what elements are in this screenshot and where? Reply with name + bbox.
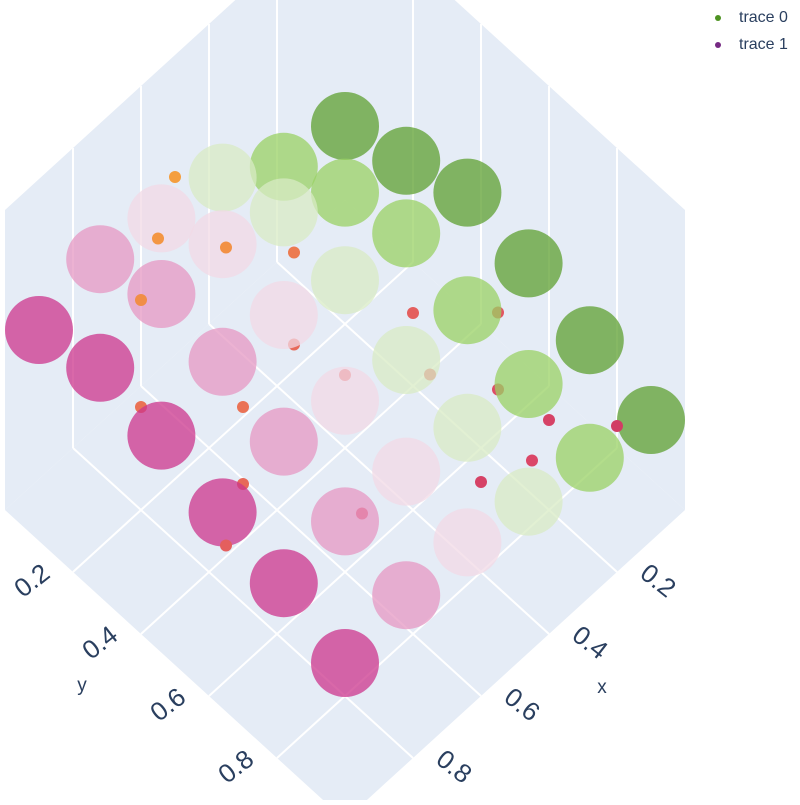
y-tick-label: 0.8	[212, 743, 259, 789]
legend-label: trace 1	[739, 36, 788, 53]
surface-point	[311, 629, 379, 697]
grid-line	[140, 385, 482, 697]
x-tick-label: 0.6	[499, 681, 546, 727]
scatter-point	[237, 401, 249, 413]
surface-point	[494, 467, 563, 536]
surface-point	[372, 437, 441, 506]
surface-point	[433, 276, 502, 345]
x-tick-label: 0.4	[567, 619, 614, 665]
surface-point	[433, 508, 502, 577]
x-tick-label: 0.2	[635, 557, 682, 603]
surface-point	[372, 126, 441, 195]
surface-point	[555, 306, 624, 375]
surface-point	[372, 199, 441, 268]
surface-point	[311, 246, 379, 315]
surface-point	[311, 158, 379, 227]
scatter-point	[220, 539, 232, 552]
scatter-point	[288, 246, 300, 259]
surface-point	[127, 260, 196, 328]
scatter-point	[152, 232, 164, 245]
y-axis-title: y	[77, 675, 87, 696]
surface-point	[311, 366, 379, 435]
surface-point	[249, 549, 318, 618]
scatter-point	[220, 241, 232, 254]
scatter-point	[543, 414, 555, 426]
surface-point	[188, 478, 257, 547]
scatter-point	[169, 171, 181, 183]
surface-point	[311, 92, 379, 160]
surface-point	[311, 487, 379, 556]
surface-point	[188, 143, 257, 212]
surface-point	[555, 423, 624, 492]
legend-label: trace 0	[739, 9, 788, 26]
grid-line	[72, 447, 414, 759]
surface-point	[617, 386, 685, 454]
scatter-point	[135, 294, 147, 306]
legend-marker	[715, 15, 721, 21]
surface-point	[5, 296, 73, 364]
surface-point	[188, 327, 257, 396]
surface-point	[372, 561, 441, 630]
surface-point	[433, 393, 502, 462]
scatter-point	[475, 476, 487, 488]
y-tick-label: 0.2	[8, 557, 55, 603]
y-tick-label: 0.4	[76, 619, 123, 665]
surface-point	[66, 225, 135, 294]
surface-point	[249, 178, 318, 247]
x-tick-label: 0.8	[431, 743, 478, 789]
surface-point	[127, 401, 196, 470]
surface-point	[494, 229, 563, 298]
surface-point	[249, 407, 318, 476]
surface-point	[494, 350, 563, 418]
surface-point	[127, 184, 196, 253]
surface-point	[433, 158, 502, 227]
x-axis-title: x	[597, 677, 607, 698]
surface-point	[66, 333, 135, 402]
surface-point	[249, 281, 318, 349]
scatter-point	[526, 454, 538, 467]
grid-line	[72, 261, 414, 573]
y-tick-label: 0.6	[144, 681, 191, 727]
scatter-point	[407, 307, 419, 319]
surface-point	[372, 326, 441, 394]
legend-marker	[715, 42, 721, 48]
scatter-point	[611, 420, 623, 432]
